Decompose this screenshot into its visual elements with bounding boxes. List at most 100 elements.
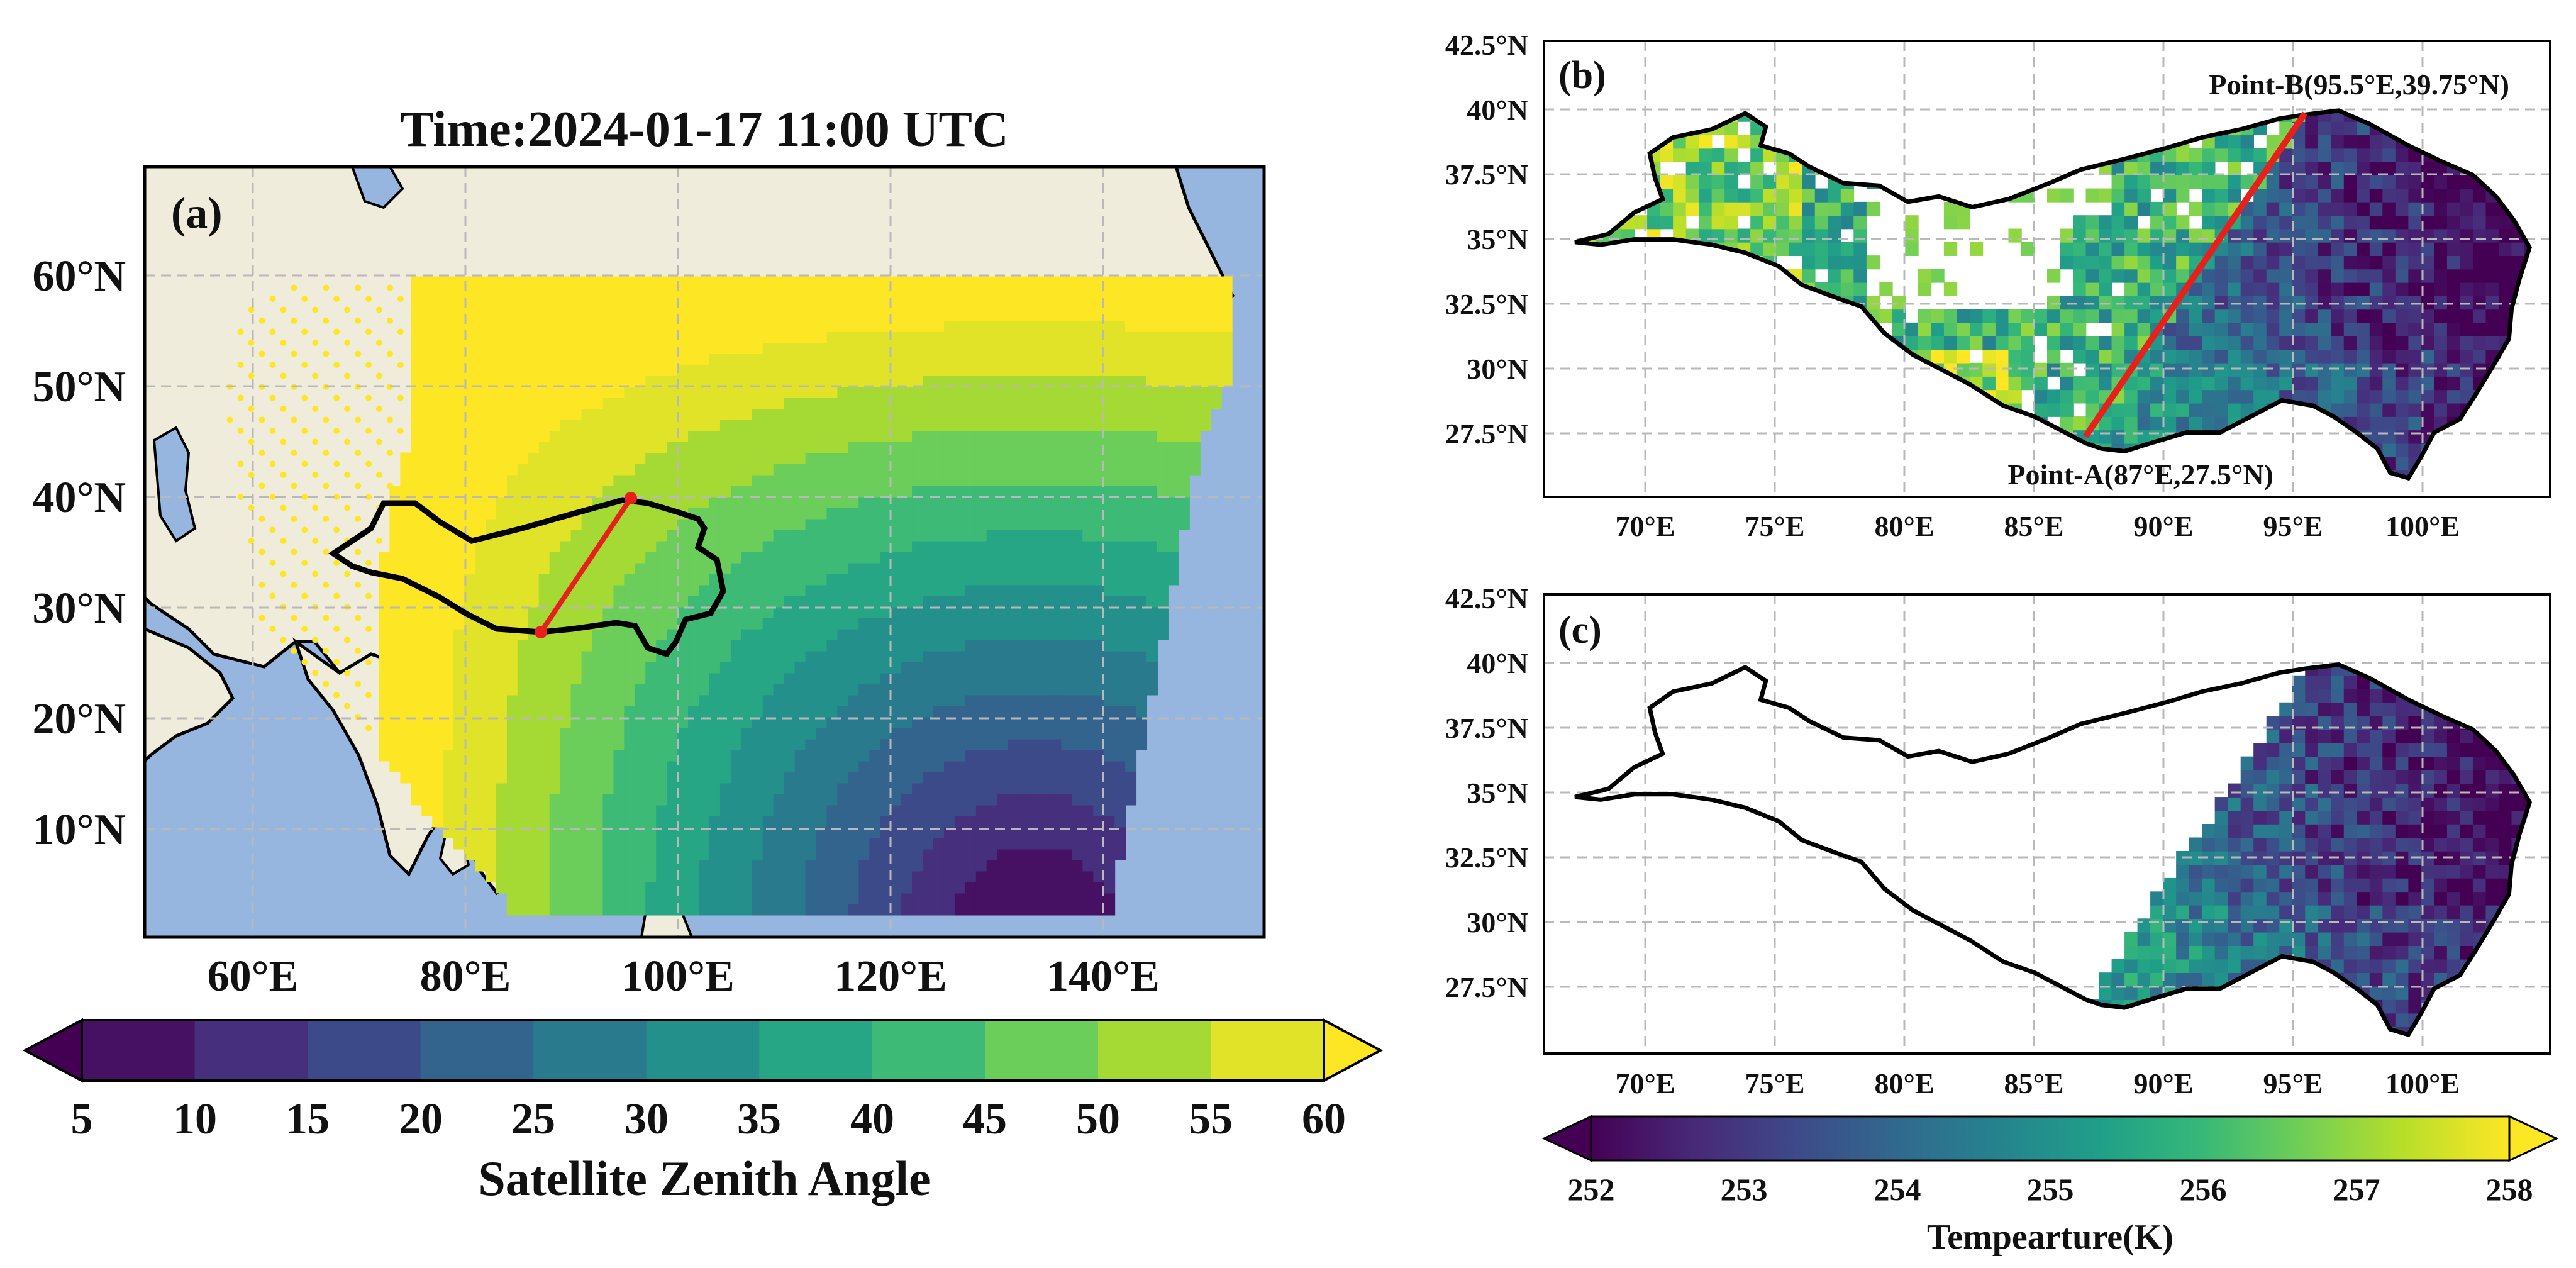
sza-cell	[496, 772, 508, 784]
sza-cell	[635, 848, 647, 860]
sza-cell	[1061, 474, 1073, 486]
sza-cell	[1029, 342, 1041, 354]
sza-cell	[581, 474, 593, 486]
sza-cell	[986, 486, 998, 498]
sza-cell	[581, 804, 593, 816]
sza-cell	[635, 728, 647, 740]
sza-cell	[923, 309, 934, 321]
sza-cell	[923, 276, 934, 288]
sza-cell	[389, 760, 401, 772]
sza-cell	[933, 738, 945, 750]
sza-cell	[677, 694, 689, 706]
sza-cell	[719, 893, 731, 904]
sza-cell	[997, 772, 1009, 784]
sza-cell	[453, 816, 465, 828]
sza-cell	[400, 694, 412, 706]
sza-cell	[923, 442, 934, 453]
edge-dot	[280, 538, 287, 544]
sza-cell	[485, 276, 497, 288]
sza-cell	[975, 562, 987, 574]
sza-cell	[709, 650, 721, 662]
sza-cell	[528, 738, 540, 750]
temp-cell	[2228, 389, 2241, 404]
cb-tick: 10	[173, 1095, 217, 1143]
sza-cell	[464, 750, 476, 762]
sza-cell	[752, 486, 763, 498]
sza-cell	[1018, 882, 1030, 894]
sza-cell	[1061, 728, 1073, 740]
sza-cell	[762, 618, 774, 630]
sza-cell	[1061, 838, 1073, 850]
sza-cell	[719, 530, 731, 542]
sza-cell	[1114, 309, 1126, 321]
sza-cell	[965, 452, 977, 464]
sza-cell	[891, 640, 902, 652]
sza-cell	[730, 398, 742, 409]
sza-cell	[1157, 584, 1169, 596]
sza-cell	[826, 375, 838, 387]
sza-cell	[784, 508, 796, 520]
sza-cell	[1040, 706, 1052, 718]
sza-cell	[954, 694, 966, 706]
sza-cell	[880, 662, 892, 674]
edge-dot	[237, 394, 244, 401]
sza-cell	[592, 816, 604, 828]
sza-cell	[816, 496, 828, 508]
sza-cell	[602, 452, 614, 464]
sza-cell	[784, 398, 796, 409]
sza-cell	[901, 596, 913, 608]
sza-cell	[816, 375, 828, 387]
sza-cell	[975, 320, 987, 332]
sza-cell	[475, 496, 486, 508]
sza-cell	[741, 628, 753, 640]
sza-cell	[848, 706, 860, 718]
edge-dot	[355, 318, 362, 324]
sza-cell	[784, 298, 796, 310]
sza-cell	[411, 596, 423, 608]
edge-dot	[355, 582, 362, 588]
sza-cell	[421, 782, 433, 794]
edge-dot	[291, 582, 297, 588]
sza-cell	[592, 518, 604, 530]
sza-cell	[709, 750, 721, 762]
sza-cell	[592, 628, 604, 640]
sza-cell	[443, 420, 455, 431]
sza-cell	[943, 606, 955, 618]
sza-cell	[880, 584, 892, 596]
temp-cell	[2331, 403, 2345, 417]
sza-cell	[528, 540, 540, 552]
sza-cell	[1061, 618, 1073, 630]
sza-cell	[1008, 552, 1019, 564]
sza-cell	[1093, 287, 1105, 299]
sza-cell	[1040, 738, 1052, 750]
sza-cell	[933, 694, 945, 706]
sza-cell	[1136, 386, 1148, 398]
sza-cell	[1104, 848, 1116, 860]
sza-cell	[997, 684, 1009, 696]
sza-cell	[1072, 420, 1084, 431]
sza-cell	[741, 496, 753, 508]
sza-cell	[1050, 816, 1062, 828]
sza-cell	[1082, 904, 1094, 916]
sza-cell	[1061, 893, 1073, 904]
sza-cell	[645, 552, 657, 564]
sza-cell	[656, 893, 668, 904]
sza-cell	[496, 870, 508, 882]
sza-cell	[1029, 375, 1041, 387]
sza-cell	[1093, 508, 1105, 520]
sza-cell	[443, 474, 455, 486]
sza-cell	[688, 486, 700, 498]
sza-cell	[1104, 420, 1116, 431]
sza-cell	[1061, 882, 1073, 894]
sza-cell	[699, 816, 710, 828]
sza-cell	[485, 574, 497, 586]
sza-cell	[1029, 540, 1041, 552]
sza-cell	[389, 584, 401, 596]
sza-cell	[421, 442, 433, 453]
sza-cell	[613, 838, 625, 850]
sza-cell	[549, 562, 561, 574]
zenith-angle-edge-dots	[226, 284, 404, 731]
sza-cell	[1018, 794, 1030, 806]
sza-cell	[517, 728, 529, 740]
sza-cell	[869, 530, 881, 542]
